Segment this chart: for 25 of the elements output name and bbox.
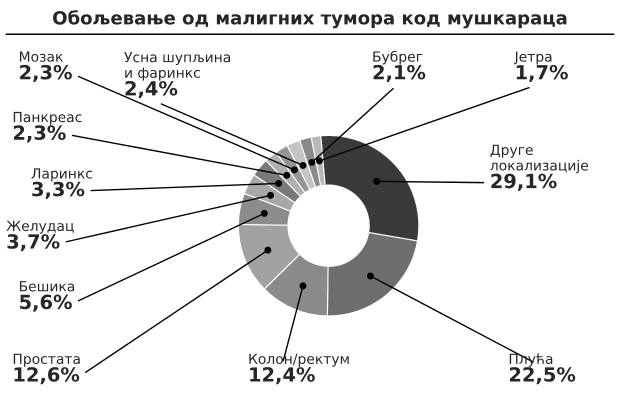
slice-label: Ларинкс [32, 168, 92, 182]
slice-label: Бубрег [373, 50, 422, 64]
data-label: 2,3% [14, 125, 66, 142]
data-label: 29,1% [491, 174, 557, 191]
data-label: 12,4% [250, 367, 315, 384]
data-label: 2,1% [374, 64, 426, 82]
slice-label: Колон/ректум [249, 354, 349, 367]
slice-label: Друге локализације [490, 144, 588, 174]
data-label: 1,7% [516, 64, 568, 82]
data-label: 2,4% [126, 80, 178, 98]
data-label: 3,7% [8, 234, 60, 252]
slice-label: Желудац [6, 220, 74, 234]
data-label: 12,6% [14, 367, 80, 384]
slice-label: Усна шупљина и фаринкс [124, 52, 230, 81]
slice-label: Панкреас [14, 112, 82, 125]
slice-label: Плућа [510, 353, 552, 367]
slice-label: Бешика [20, 281, 74, 292]
data-label: 22,5% [510, 367, 576, 384]
chart-title: Обољевање од малигних тумора код мушкараца [53, 10, 566, 28]
data-label: 2,3% [20, 64, 72, 82]
data-label: 3,3% [32, 182, 84, 199]
slice-label: Простата [14, 354, 80, 367]
slice-label: Јетра [514, 51, 552, 64]
slice-label: Мозак [20, 51, 63, 62]
data-label: 5,6% [20, 294, 72, 312]
